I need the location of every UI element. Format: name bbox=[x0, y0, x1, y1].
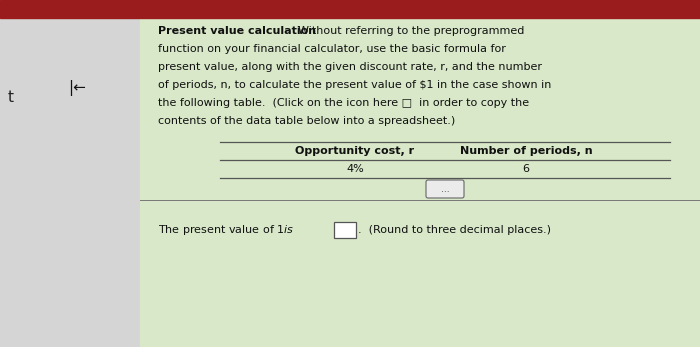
Text: .  (Round to three decimal places.): . (Round to three decimal places.) bbox=[358, 225, 551, 235]
Bar bbox=[140, 18, 700, 347]
Text: function on your financial calculator, use the basic formula for: function on your financial calculator, u… bbox=[158, 44, 506, 54]
Text: present value, along with the given discount rate, r, and the number: present value, along with the given disc… bbox=[158, 62, 542, 72]
Text: Without referring to the preprogrammed: Without referring to the preprogrammed bbox=[291, 26, 524, 36]
Text: t: t bbox=[8, 90, 14, 105]
Text: 4%: 4% bbox=[346, 164, 364, 174]
Text: contents of the data table below into a spreadsheet.): contents of the data table below into a … bbox=[158, 116, 455, 126]
Text: Present value calculation: Present value calculation bbox=[158, 26, 316, 36]
Text: 6: 6 bbox=[522, 164, 529, 174]
Bar bbox=[0, 18, 140, 347]
Text: ...: ... bbox=[441, 185, 449, 194]
Text: The present value of $1 is  $: The present value of $1 is $ bbox=[158, 223, 294, 237]
Text: of periods, n, to calculate the present value of $1 in the case shown in: of periods, n, to calculate the present … bbox=[158, 80, 552, 90]
Text: Opportunity cost, r: Opportunity cost, r bbox=[295, 146, 414, 156]
Bar bbox=[0, 0, 700, 18]
Text: Number of periods, n: Number of periods, n bbox=[460, 146, 592, 156]
FancyBboxPatch shape bbox=[426, 180, 464, 198]
Bar bbox=[334, 222, 356, 238]
Text: the following table.  (Click on the icon here □  in order to copy the: the following table. (Click on the icon … bbox=[158, 98, 529, 108]
Text: |←: |← bbox=[68, 80, 86, 96]
